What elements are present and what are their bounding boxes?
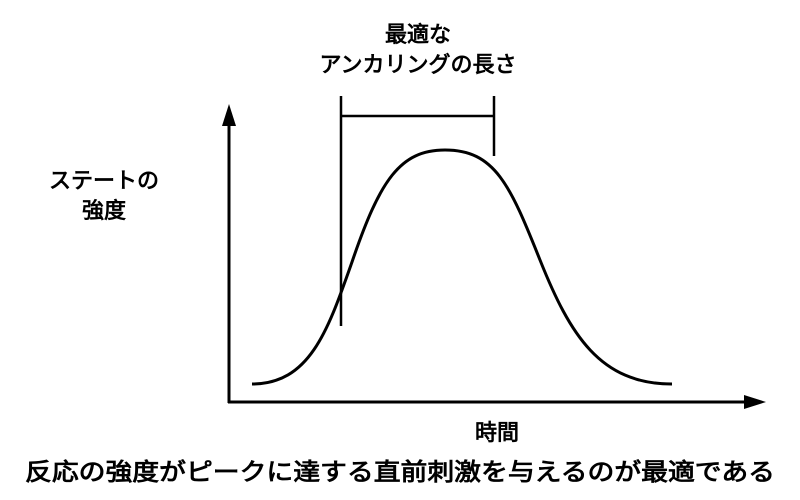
x-axis: [228, 395, 766, 409]
y-axis: [222, 104, 236, 403]
x-axis-arrowhead: [744, 395, 766, 409]
y-axis-arrowhead: [222, 104, 236, 126]
optimal-anchoring-bracket: [339, 96, 496, 326]
caption: 反応の強度がピークに達する直前刺激を与えるのが最適である: [25, 458, 775, 486]
y-axis-label-line2: 強度: [82, 198, 127, 224]
anchoring-label-line1: 最適な: [385, 22, 451, 48]
anchoring-label-line2: アンカリングの長さ: [319, 52, 516, 78]
state-intensity-curve: [251, 148, 673, 386]
x-axis-label: 時間: [475, 421, 519, 446]
y-axis-label-line1: ステートの: [49, 169, 159, 194]
